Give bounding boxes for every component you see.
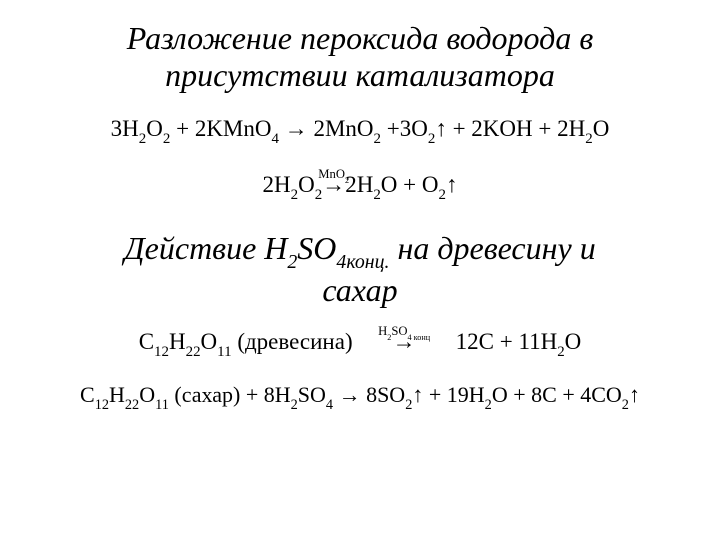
equation-3: C12H22O11 (древесина)H2SO4 конц→12C + 11…	[10, 327, 710, 361]
eq3-catalyst-sub: 4 конц	[407, 333, 430, 342]
eq2-term: 2H	[345, 172, 373, 197]
eq3-term: 11H	[518, 329, 557, 354]
eq4-term: 8H	[264, 382, 291, 407]
eq3-note: древесина	[245, 329, 345, 354]
eq4-sub: 2	[622, 397, 629, 413]
eq4-term: 8SO	[366, 382, 405, 407]
eq4-note: сахар	[182, 382, 233, 407]
eq3-sub: 2	[557, 344, 564, 360]
eq1-op: +	[533, 116, 557, 141]
eq1-term: 3H	[111, 116, 139, 141]
eq3-catalyst-sub: 2	[387, 333, 391, 342]
eq3-note-close: )	[345, 329, 353, 354]
heading-2-line-2: сахар	[322, 272, 397, 308]
eq3-sub: 12	[154, 344, 169, 360]
eq4-op: +	[240, 382, 263, 407]
heading-1: Разложение пероксида водорода в присутст…	[10, 20, 710, 94]
slide: Разложение пероксида водорода в присутст…	[0, 0, 720, 540]
eq4-arrow: →	[333, 382, 366, 407]
eq3-catalyst-text: H	[378, 324, 387, 338]
eq1-sub: 2	[428, 131, 435, 147]
eq2-sub: 2	[439, 187, 446, 203]
eq2-op: +	[397, 172, 421, 197]
equation-1: 3H2O2 + 2KMnO4 → 2MnO2 +3O2↑ + 2KOH + 2H…	[10, 114, 710, 148]
eq1-gas-arrow: ↑	[435, 116, 447, 141]
heading-2: Действие H2SO4конц. на древесину и сахар	[10, 230, 710, 309]
eq4-gas-arrow: ↑	[412, 382, 423, 407]
eq4-sub: 22	[125, 397, 139, 413]
eq4-term: SO	[298, 382, 326, 407]
eq4-term: O	[492, 382, 508, 407]
eq4-op: +	[423, 382, 446, 407]
eq4-gas-arrow: ↑	[629, 382, 640, 407]
eq2-sub: 2	[373, 187, 380, 203]
eq3-term: O	[565, 329, 582, 354]
eq1-arrow: →	[279, 116, 314, 141]
heading-1-line-1: Разложение пероксида водорода в	[127, 20, 593, 56]
eq2-catalyst: MnO2	[318, 166, 349, 185]
eq4-term: C	[80, 382, 95, 407]
heading-2-sub: 4конц.	[336, 251, 389, 273]
eq4-term: 4CO	[580, 382, 622, 407]
eq2-term: 2H	[263, 172, 291, 197]
eq4-sub: 2	[485, 397, 492, 413]
eq3-op: +	[494, 329, 518, 354]
heading-2-pre: Действие H	[124, 230, 287, 266]
eq3-note-open: (	[232, 329, 245, 354]
eq4-op: +	[508, 382, 531, 407]
eq1-term: 2MnO	[313, 116, 373, 141]
eq1-term: O	[593, 116, 610, 141]
equation-4: C12H22O11 (сахар) + 8H2SO4 → 8SO2↑ + 19H…	[10, 381, 710, 413]
eq1-term: 2KOH	[471, 116, 532, 141]
eq1-sub: 2	[585, 131, 592, 147]
eq1-op: +	[170, 116, 194, 141]
eq1-op: +	[447, 116, 471, 141]
eq4-sub: 11	[155, 397, 169, 413]
eq4-sub: 12	[95, 397, 109, 413]
eq3-sub: 22	[186, 344, 201, 360]
eq2-term: O	[381, 172, 398, 197]
eq4-note-open: (	[169, 382, 182, 407]
equation-2: 2H2O2MnO2 → 2H2O + O2↑	[10, 170, 710, 204]
heading-1-line-2: присутствии катализатора	[165, 57, 555, 93]
eq4-term: H	[109, 382, 125, 407]
eq2-arrow-wrap: MnO2 →	[322, 170, 345, 200]
heading-2-mid: SO	[297, 230, 336, 266]
eq2-term: O	[422, 172, 439, 197]
eq4-term: O	[139, 382, 155, 407]
eq2-term: O	[298, 172, 315, 197]
eq2-catalyst-text: MnO	[318, 167, 345, 181]
eq4-term: 19H	[447, 382, 485, 407]
eq3-catalyst: H2SO4 конц	[378, 323, 430, 342]
eq2-gas-arrow: ↑	[446, 172, 458, 197]
eq1-term: O	[146, 116, 163, 141]
eq1-sub: 2	[139, 131, 146, 147]
eq3-term: O	[201, 329, 218, 354]
eq4-sub: 2	[291, 397, 298, 413]
eq1-sub: 2	[163, 131, 170, 147]
eq1-term: 2H	[557, 116, 585, 141]
eq3-term: C	[139, 329, 154, 354]
eq1-op: +	[381, 116, 400, 141]
eq1-term: 3O	[400, 116, 428, 141]
eq4-term: 8C	[531, 382, 557, 407]
eq4-sub: 2	[405, 397, 412, 413]
heading-2-sub: 2	[287, 251, 297, 273]
eq3-term: H	[169, 329, 186, 354]
eq3-catalyst-text: SO	[391, 324, 407, 338]
eq3-sub: 11	[217, 344, 231, 360]
eq3-term: 12C	[456, 329, 494, 354]
eq2-catalyst-sub: 2	[345, 176, 349, 185]
eq2-sub: 2	[291, 187, 298, 203]
heading-2-post: на древесину и	[389, 230, 595, 266]
eq1-term: 2KMnO	[195, 116, 272, 141]
eq1-sub: 2	[374, 131, 381, 147]
eq4-op: +	[557, 382, 580, 407]
eq4-sub: 4	[326, 397, 333, 413]
eq1-sub: 4	[271, 131, 278, 147]
eq2-sub: 2	[315, 187, 322, 203]
eq3-arrow-wrap: H2SO4 конц→	[393, 327, 416, 357]
